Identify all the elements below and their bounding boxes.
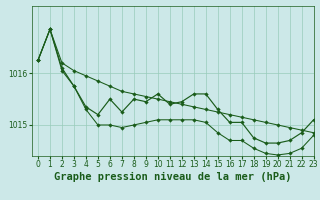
X-axis label: Graphe pression niveau de la mer (hPa): Graphe pression niveau de la mer (hPa) [54, 172, 292, 182]
